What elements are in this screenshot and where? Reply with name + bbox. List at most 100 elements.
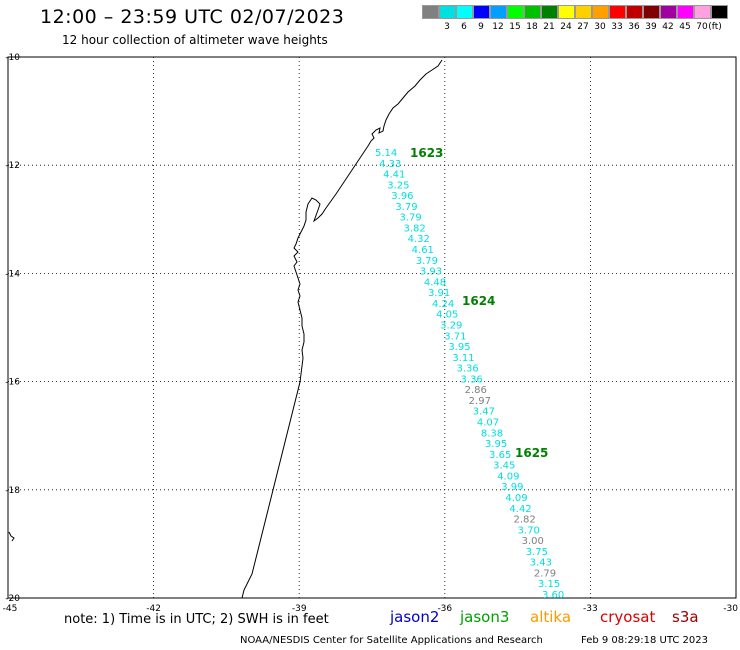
swh-value: 3.71	[444, 331, 466, 342]
colorbar-label: 18	[526, 22, 538, 32]
colorbar-swatch	[439, 5, 456, 19]
legend-item-jason3: jason3	[460, 608, 510, 626]
latitude-label: -10	[5, 53, 20, 63]
map-subtitle: 12 hour collection of altimeter wave hei…	[62, 33, 328, 47]
swh-value: 4.07	[477, 418, 499, 429]
pass-labels: 1623 1624 1625	[410, 146, 548, 460]
swh-value: 3.47	[473, 407, 495, 418]
credit-line: NOAA/NESDIS Center for Satellite Applica…	[240, 635, 543, 646]
swh-value: 4.48	[424, 277, 446, 288]
colorbar-swatch	[609, 5, 626, 19]
swh-value: 3.60	[542, 590, 564, 601]
latitude-label: -12	[5, 161, 20, 171]
latitude-label: -18	[5, 486, 20, 496]
swh-value: 3.70	[518, 525, 540, 536]
swh-value: 3.00	[522, 536, 544, 547]
colorbar-label: 33	[611, 22, 623, 32]
colorbar-swatch	[677, 5, 694, 19]
colorbar-label: 15	[509, 22, 521, 32]
latitude-label: -16	[5, 378, 20, 388]
legend-item-altika: altika	[530, 608, 572, 626]
colorbar-swatch	[694, 5, 711, 19]
latitude-labels: -10 -12 -14 -16 -18 -20	[5, 53, 20, 604]
swh-value: 3.65	[489, 450, 511, 461]
coastline	[241, 59, 443, 599]
swh-values: 5.144.334.413.253.963.793.793.824.324.61…	[375, 148, 564, 601]
colorbar-swatch	[626, 5, 643, 19]
colorbar-label: 42	[662, 22, 674, 32]
longitude-label: -36	[437, 604, 452, 614]
colorbar-swatch	[422, 5, 439, 19]
colorbar-label: 9	[478, 22, 484, 32]
swh-value: 3.99	[501, 482, 523, 493]
latitude-label: -14	[5, 269, 20, 279]
colorbar-swatch	[711, 5, 728, 19]
longitude-labels: -45 -42 -39 -36 -33 -30	[3, 604, 739, 614]
swh-value: 4.41	[383, 170, 405, 181]
swh-value: 4.09	[505, 493, 527, 504]
colorbar-swatch	[643, 5, 660, 19]
legend-item-s3a: s3a	[672, 608, 699, 626]
swh-value: 3.79	[399, 213, 421, 224]
swh-value: 2.97	[469, 396, 491, 407]
colorbar-label: 21	[543, 22, 555, 32]
colorbar-unit: (ft)	[708, 22, 722, 32]
longitude-label: -39	[292, 604, 307, 614]
swh-value: 3.29	[440, 320, 462, 331]
colorbar-swatch	[592, 5, 609, 19]
map-frame	[7, 56, 737, 599]
footnote: note: 1) Time is in UTC; 2) SWH is in fe…	[64, 612, 329, 627]
swh-value: 4.05	[436, 310, 458, 321]
swh-value: 4.33	[379, 159, 401, 170]
colorbar-swatch	[660, 5, 677, 19]
legend-item-jason2: jason2	[390, 608, 440, 626]
swh-value: 4.42	[509, 504, 531, 515]
swh-value: 3.11	[452, 353, 474, 364]
swh-value: 3.96	[391, 191, 413, 202]
pass-time-label: 1625	[515, 446, 548, 460]
longitude-label: -45	[3, 604, 18, 614]
swh-value: 4.32	[408, 234, 430, 245]
colorbar-label: 70	[696, 22, 708, 32]
swh-value: 3.75	[526, 547, 548, 558]
swh-value: 3.43	[530, 558, 552, 569]
colorbar-swatch	[558, 5, 575, 19]
swh-value: 3.36	[456, 364, 478, 375]
colorbar-label: 12	[492, 22, 504, 32]
swh-value: 3.82	[404, 223, 426, 234]
swh-value: 3.79	[416, 256, 438, 267]
map-title: 12:00 – 23:59 UTC 02/07/2023	[40, 6, 345, 28]
longitude-label: -33	[583, 604, 598, 614]
colorbar-label: 24	[560, 22, 572, 32]
swh-value: 4.61	[412, 245, 434, 256]
swh-value: 2.86	[465, 385, 487, 396]
swh-value: 5.14	[375, 148, 397, 159]
colorbar-label: 3	[444, 22, 450, 32]
swh-value: 3.45	[493, 461, 515, 472]
swh-value: 2.82	[513, 515, 535, 526]
swh-value: 3.36	[461, 374, 483, 385]
colorbar-label: 39	[645, 22, 657, 32]
swh-value: 3.79	[395, 202, 417, 213]
swh-value: 3.15	[538, 579, 560, 590]
swh-value: 3.95	[448, 342, 470, 353]
colorbar-label: 27	[577, 22, 589, 32]
latitude-label: -20	[5, 594, 20, 604]
swh-value: 4.24	[432, 299, 454, 310]
swh-value: 4.09	[497, 471, 519, 482]
colorbar-swatch	[507, 5, 524, 19]
colorbar-label: 6	[461, 22, 467, 32]
pass-time-label: 1624	[462, 294, 495, 308]
longitude-label: -42	[146, 604, 161, 614]
colorbar-swatch	[490, 5, 507, 19]
colorbar-swatch	[473, 5, 490, 19]
legend-item-cryosat: cryosat	[600, 608, 656, 626]
swh-value: 8.38	[481, 428, 503, 439]
coastline-island	[8, 531, 15, 542]
pass-time-label: 1623	[410, 146, 443, 160]
colorbar-swatch	[456, 5, 473, 19]
colorbar-swatch	[541, 5, 558, 19]
colorbar-swatch	[524, 5, 541, 19]
swh-value: 3.95	[485, 439, 507, 450]
